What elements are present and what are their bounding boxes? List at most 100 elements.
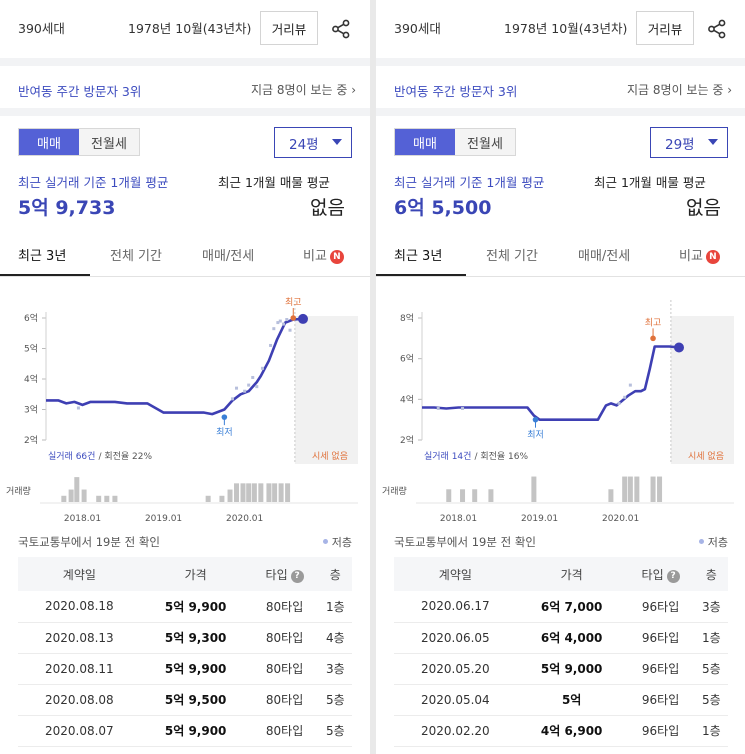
table-row: 2020.05.20 5억 9,000 96타입 5층 <box>394 653 728 685</box>
trade-point <box>617 401 621 405</box>
volume-bar <box>272 483 278 502</box>
table-header-row: 계약일 가격 타입? 층 <box>394 557 728 591</box>
floor: 3층 <box>694 591 728 623</box>
trade-price: 6억 7,000 <box>516 591 627 623</box>
col-floor: 층 <box>694 557 728 591</box>
tab-rent[interactable]: 전월세 <box>79 129 139 155</box>
caret-down-icon <box>332 139 342 145</box>
y-tick-label: 6억 <box>400 353 414 365</box>
table-row: 2020.08.07 5억 9,900 80타입 5층 <box>18 715 352 747</box>
trade-point <box>272 327 276 331</box>
trade-point <box>76 406 80 410</box>
y-tick-label: 4억 <box>24 373 38 385</box>
help-icon[interactable]: ? <box>290 569 304 583</box>
x-tick-label: 2019.01 <box>145 514 182 524</box>
unit-type: 96타입 <box>626 684 695 716</box>
tab-sale[interactable]: 매매 <box>19 129 79 155</box>
table-row: 2020.06.05 6억 4,000 96타입 1층 <box>394 622 728 654</box>
trade-table: 계약일 가격 타입? 층 2020.06.17 6억 7,000 96타입 3층 20… <box>394 557 728 747</box>
complex-header: 390세대 1978년 10월(43년차) 거리뷰 <box>0 0 370 58</box>
trade-price: 5억 9,300 <box>140 622 251 654</box>
visitor-rank-bar[interactable]: 반여동 주간 방문자 3위 지금 8명이 보는 중 › <box>376 66 745 108</box>
col-price: 가격 <box>516 557 627 591</box>
unit-type: 96타입 <box>626 653 695 685</box>
col-type: 타입? <box>250 557 319 591</box>
table-row: 2020.08.08 5억 9,500 80타입 5층 <box>18 684 352 716</box>
active-tab-indicator <box>0 274 90 276</box>
tab-all-period[interactable]: 전체 기간 <box>110 249 162 264</box>
tab-all-period[interactable]: 전체 기간 <box>486 249 538 264</box>
floor: 5층 <box>318 715 352 747</box>
high-label: 최고 <box>285 297 302 308</box>
volume-bar <box>488 489 494 502</box>
new-badge: N <box>705 250 720 264</box>
low-marker <box>532 416 539 423</box>
active-tab-indicator <box>376 274 466 276</box>
section-divider <box>0 108 370 116</box>
floor: 5층 <box>318 684 352 716</box>
area-select[interactable]: 29평 <box>650 127 728 158</box>
volume-bar <box>472 489 478 502</box>
unit-type: 80타입 <box>250 684 319 716</box>
volume-bar <box>68 489 74 502</box>
volume-bar <box>278 483 284 502</box>
help-icon[interactable]: ? <box>666 569 680 583</box>
tab-compare[interactable]: 비교 N <box>679 245 720 264</box>
y-tick-label: 4억 <box>400 393 414 405</box>
price-chart[interactable]: 6억 5억 4억 3억 2억 최고 최저 실거래 66건 / 회전율 22% 시세 없음 거래량 20… <box>0 278 370 528</box>
chevron-right-icon: › <box>727 83 732 97</box>
low-marker <box>221 414 228 420</box>
trade-point <box>255 385 259 389</box>
col-price: 가격 <box>140 557 251 591</box>
volume-bar <box>227 489 233 502</box>
trade-point <box>260 366 264 370</box>
tab-sale-jeonse[interactable]: 매매/전세 <box>578 249 631 264</box>
volume-bar <box>622 476 628 502</box>
tab-compare[interactable]: 비교 N <box>303 245 344 264</box>
x-tick-label: 2019.01 <box>521 514 558 524</box>
low-floor-dot <box>322 539 328 544</box>
visitor-rank-bar[interactable]: 반여동 주간 방문자 3위 지금 8명이 보는 중 › <box>0 66 370 108</box>
tab-sale-jeonse[interactable]: 매매/전세 <box>202 249 255 264</box>
volume-bar <box>627 476 633 502</box>
volume-bar <box>460 489 466 502</box>
tab-compare-label: 비교 <box>303 249 327 264</box>
volume-label: 거래량 <box>382 485 407 497</box>
complex-header: 390세대 1978년 10월(43년차) 거리뷰 <box>376 0 745 58</box>
unit-type: 80타입 <box>250 591 319 623</box>
listing-avg-value: 없음 <box>310 197 345 219</box>
no-quote-label: 시세 없음 <box>312 451 348 462</box>
turnover: / 회전율 22% <box>98 451 152 462</box>
trades-count: 실거래 66건 <box>48 451 95 462</box>
tab-recent-3y[interactable]: 최근 3년 <box>394 249 443 264</box>
tab-recent-3y[interactable]: 최근 3년 <box>18 249 67 264</box>
share-icon[interactable] <box>330 18 352 40</box>
contract-date: 2020.08.18 <box>18 591 141 623</box>
y-tick-label: 5억 <box>24 343 38 355</box>
avg-price-label: 최근 실거래 기준 1개월 평균 <box>394 175 545 190</box>
period-tabs: 최근 3년 전체 기간 매매/전세 비교 N <box>0 236 370 277</box>
unit-type: 80타입 <box>250 715 319 747</box>
trade-price: 5억 9,900 <box>140 715 251 747</box>
volume-bar <box>266 483 272 502</box>
contract-date: 2020.06.05 <box>394 622 517 654</box>
legend-low-floor: 저층 <box>322 534 352 550</box>
volume-bar <box>446 489 452 502</box>
distance-view-button[interactable]: 거리뷰 <box>260 11 318 45</box>
tab-sale[interactable]: 매매 <box>395 129 455 155</box>
floor: 5층 <box>694 684 728 716</box>
area-select[interactable]: 24평 <box>274 127 352 158</box>
distance-view-button[interactable]: 거리뷰 <box>636 11 694 45</box>
volume-bar <box>96 495 102 502</box>
share-icon[interactable] <box>706 18 728 40</box>
volume-bar <box>104 495 110 502</box>
trades-count: 실거래 14건 <box>424 451 471 462</box>
table-row: 2020.08.18 5억 9,900 80타입 1층 <box>18 591 352 623</box>
floor: 4층 <box>318 622 352 654</box>
tab-rent[interactable]: 전월세 <box>455 129 515 155</box>
price-chart[interactable]: 8억 6억 4억 2억 최고 최저 실거래 14건 / 회전율 16% 시세 없음 거래량 2018… <box>376 278 745 528</box>
avg-price-label: 최근 실거래 기준 1개월 평균 <box>18 175 169 190</box>
built-date: 1978년 10월(43년차) <box>504 21 628 36</box>
avg-price: 5억 9,733 <box>18 197 116 219</box>
